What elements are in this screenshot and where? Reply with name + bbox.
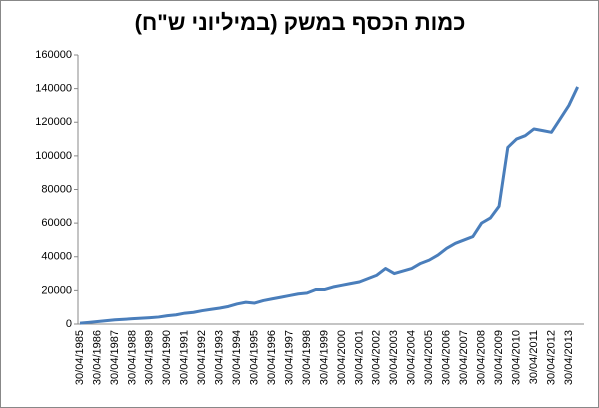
x-tick-label: 30/04/2004 [406, 330, 418, 385]
x-tick-label: 30/04/1988 [126, 330, 138, 385]
y-tick-label: 140000 [35, 83, 72, 95]
x-tick-label: 30/04/2007 [458, 330, 470, 385]
x-tick-label: 30/04/1985 [74, 330, 86, 385]
y-tick-label: 120000 [35, 116, 72, 128]
x-tick-label: 30/04/1990 [161, 330, 173, 385]
y-tick-label: 0 [66, 318, 72, 330]
data-line [79, 86, 579, 325]
x-tick-label: 30/04/1989 [144, 330, 156, 385]
x-tick-label: 30/04/2002 [371, 330, 383, 385]
x-tick-label: 30/04/1991 [179, 330, 191, 385]
x-tick-label: 30/04/2009 [493, 330, 505, 385]
x-tick-label: 30/04/1999 [318, 330, 330, 385]
y-tick-label: 60000 [41, 217, 72, 229]
x-tick-label: 30/04/1994 [231, 330, 243, 385]
y-tick-label: 20000 [41, 284, 72, 296]
x-tick-label: 30/04/1986 [91, 330, 103, 385]
x-tick-label: 30/04/2011 [528, 330, 540, 384]
chart-title: כמות הכסף במשק (במיליוני ש"ח) [135, 10, 466, 35]
y-tick-label: 100000 [35, 150, 72, 162]
x-tick-label: 30/04/2006 [441, 330, 453, 385]
x-tick-label: 30/04/2013 [563, 330, 575, 385]
x-tick-label: 30/04/1987 [109, 330, 121, 385]
x-tick-label: 30/04/2001 [353, 330, 365, 385]
x-tick-label: 30/04/1992 [196, 330, 208, 385]
x-tick-label: 30/04/1995 [249, 330, 261, 385]
y-tick-label: 80000 [41, 183, 72, 195]
x-tick-label: 30/04/2005 [423, 330, 435, 385]
x-tick-label: 30/04/1998 [301, 330, 313, 385]
x-tick-label: 30/04/2000 [336, 330, 348, 385]
x-tick-label: 30/04/1997 [283, 330, 295, 385]
y-tick-label: 40000 [41, 251, 72, 263]
x-tick-label: 30/04/1996 [266, 330, 278, 385]
x-tick-label: 30/04/2010 [510, 330, 522, 385]
y-tick-label: 160000 [35, 49, 72, 61]
x-tick-label: 30/04/2003 [388, 330, 400, 385]
x-tick-label: 30/04/2008 [476, 330, 488, 385]
x-tick-label: 30/04/2012 [545, 330, 557, 385]
x-tick-label: 30/04/1993 [214, 330, 226, 385]
